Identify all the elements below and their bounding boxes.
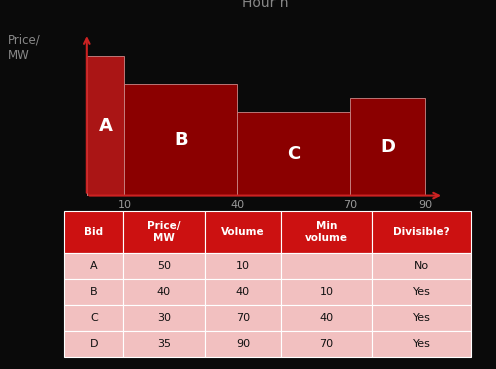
Bar — [204, 211, 281, 253]
Bar — [64, 279, 123, 305]
Text: 70: 70 — [319, 339, 334, 349]
Text: A: A — [90, 261, 98, 271]
Text: Volume: Volume — [221, 227, 265, 237]
Text: 30: 30 — [157, 313, 171, 323]
Bar — [123, 211, 204, 253]
Text: C: C — [287, 145, 300, 163]
Text: 35: 35 — [157, 339, 171, 349]
Text: Yes: Yes — [413, 313, 431, 323]
Bar — [204, 279, 281, 305]
Bar — [281, 253, 372, 279]
Bar — [281, 279, 372, 305]
Text: Price/
MW: Price/ MW — [8, 33, 41, 62]
Text: B: B — [174, 131, 187, 149]
Text: Hour n: Hour n — [242, 0, 289, 10]
Text: 40: 40 — [236, 287, 250, 297]
Bar — [64, 331, 123, 357]
Text: D: D — [380, 138, 395, 156]
Bar — [204, 253, 281, 279]
Bar — [124, 84, 237, 196]
Bar — [204, 305, 281, 331]
Text: 90: 90 — [236, 339, 250, 349]
Text: Min
volume: Min volume — [305, 221, 348, 243]
Bar — [372, 331, 471, 357]
Bar — [64, 253, 123, 279]
Bar — [350, 97, 425, 196]
Bar — [237, 111, 350, 196]
Bar — [64, 305, 123, 331]
Text: 70: 70 — [236, 313, 250, 323]
Bar — [281, 331, 372, 357]
Bar — [372, 253, 471, 279]
Text: 40: 40 — [319, 313, 334, 323]
Text: Bid: Bid — [84, 227, 104, 237]
Text: Price/
MW: Price/ MW — [147, 221, 181, 243]
Text: 40: 40 — [157, 287, 171, 297]
Text: Yes: Yes — [413, 287, 431, 297]
Text: C: C — [90, 313, 98, 323]
Text: D: D — [90, 339, 98, 349]
Text: Yes: Yes — [413, 339, 431, 349]
Bar — [123, 305, 204, 331]
Bar — [372, 211, 471, 253]
Text: 50: 50 — [157, 261, 171, 271]
Text: 10: 10 — [236, 261, 250, 271]
Bar — [281, 211, 372, 253]
Bar — [87, 56, 124, 196]
Bar — [123, 279, 204, 305]
Text: Divisible?: Divisible? — [393, 227, 450, 237]
Text: Volume: Volume — [398, 228, 444, 241]
Text: A: A — [99, 117, 113, 135]
Bar — [64, 211, 123, 253]
Text: 10: 10 — [319, 287, 334, 297]
Bar — [204, 331, 281, 357]
Text: B: B — [90, 287, 98, 297]
Bar — [372, 305, 471, 331]
Text: No: No — [414, 261, 429, 271]
Bar — [372, 279, 471, 305]
Bar — [123, 331, 204, 357]
Bar — [281, 305, 372, 331]
Bar — [123, 253, 204, 279]
